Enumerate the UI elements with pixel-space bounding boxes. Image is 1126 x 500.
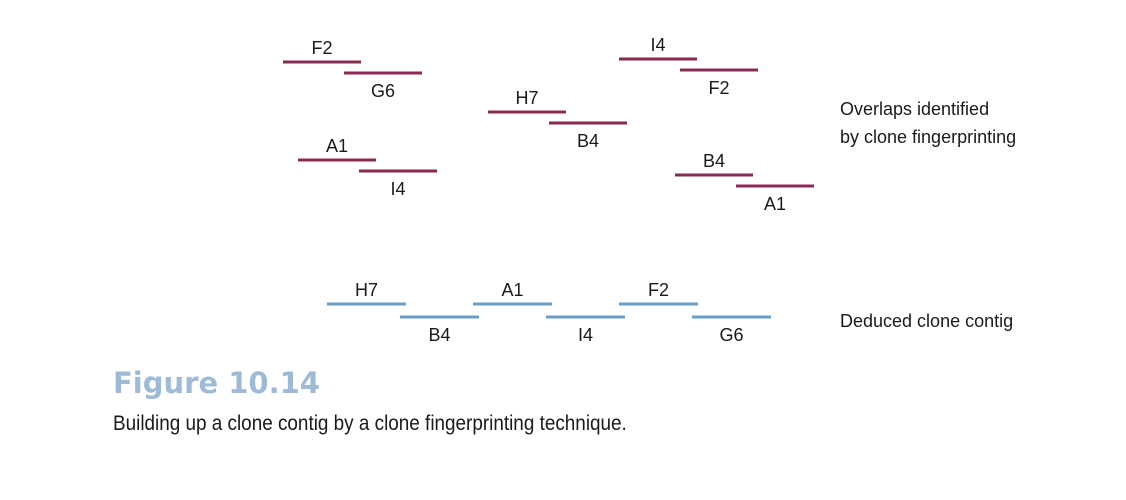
overlap-pairs: F2 G6 A1 I4 H7 B4 I4 F2 B4 A1 — [283, 35, 814, 214]
overlap-clone-label: B4 — [703, 151, 725, 171]
contig-clone-label: F2 — [648, 280, 669, 300]
contig-clone-label: A1 — [501, 280, 523, 300]
overlap-clone-label: F2 — [708, 78, 729, 98]
deduced-contig: H7 B4 A1 I4 F2 G6 — [327, 280, 771, 345]
contig-clone-label: H7 — [355, 280, 378, 300]
overlap-clone-label: A1 — [326, 136, 348, 156]
figure-caption: Building up a clone contig by a clone fi… — [113, 412, 627, 435]
overlap-clone-label: F2 — [311, 38, 332, 58]
contig-caption: Deduced clone contig — [840, 311, 1013, 331]
overlap-clone-label: G6 — [371, 81, 395, 101]
overlaps-caption: Overlaps identified by clone fingerprinti… — [840, 99, 1016, 147]
contig-clone-label: B4 — [428, 325, 450, 345]
overlap-clone-label: I4 — [390, 179, 405, 199]
overlap-clone-label: H7 — [515, 88, 538, 108]
figure-number: Figure 10.14 — [113, 366, 320, 400]
contig-clone-label: G6 — [719, 325, 743, 345]
contig-clone-label: I4 — [578, 325, 593, 345]
overlap-clone-label: A1 — [764, 194, 786, 214]
overlap-clone-label: B4 — [577, 131, 599, 151]
overlap-clone-label: I4 — [650, 35, 665, 55]
